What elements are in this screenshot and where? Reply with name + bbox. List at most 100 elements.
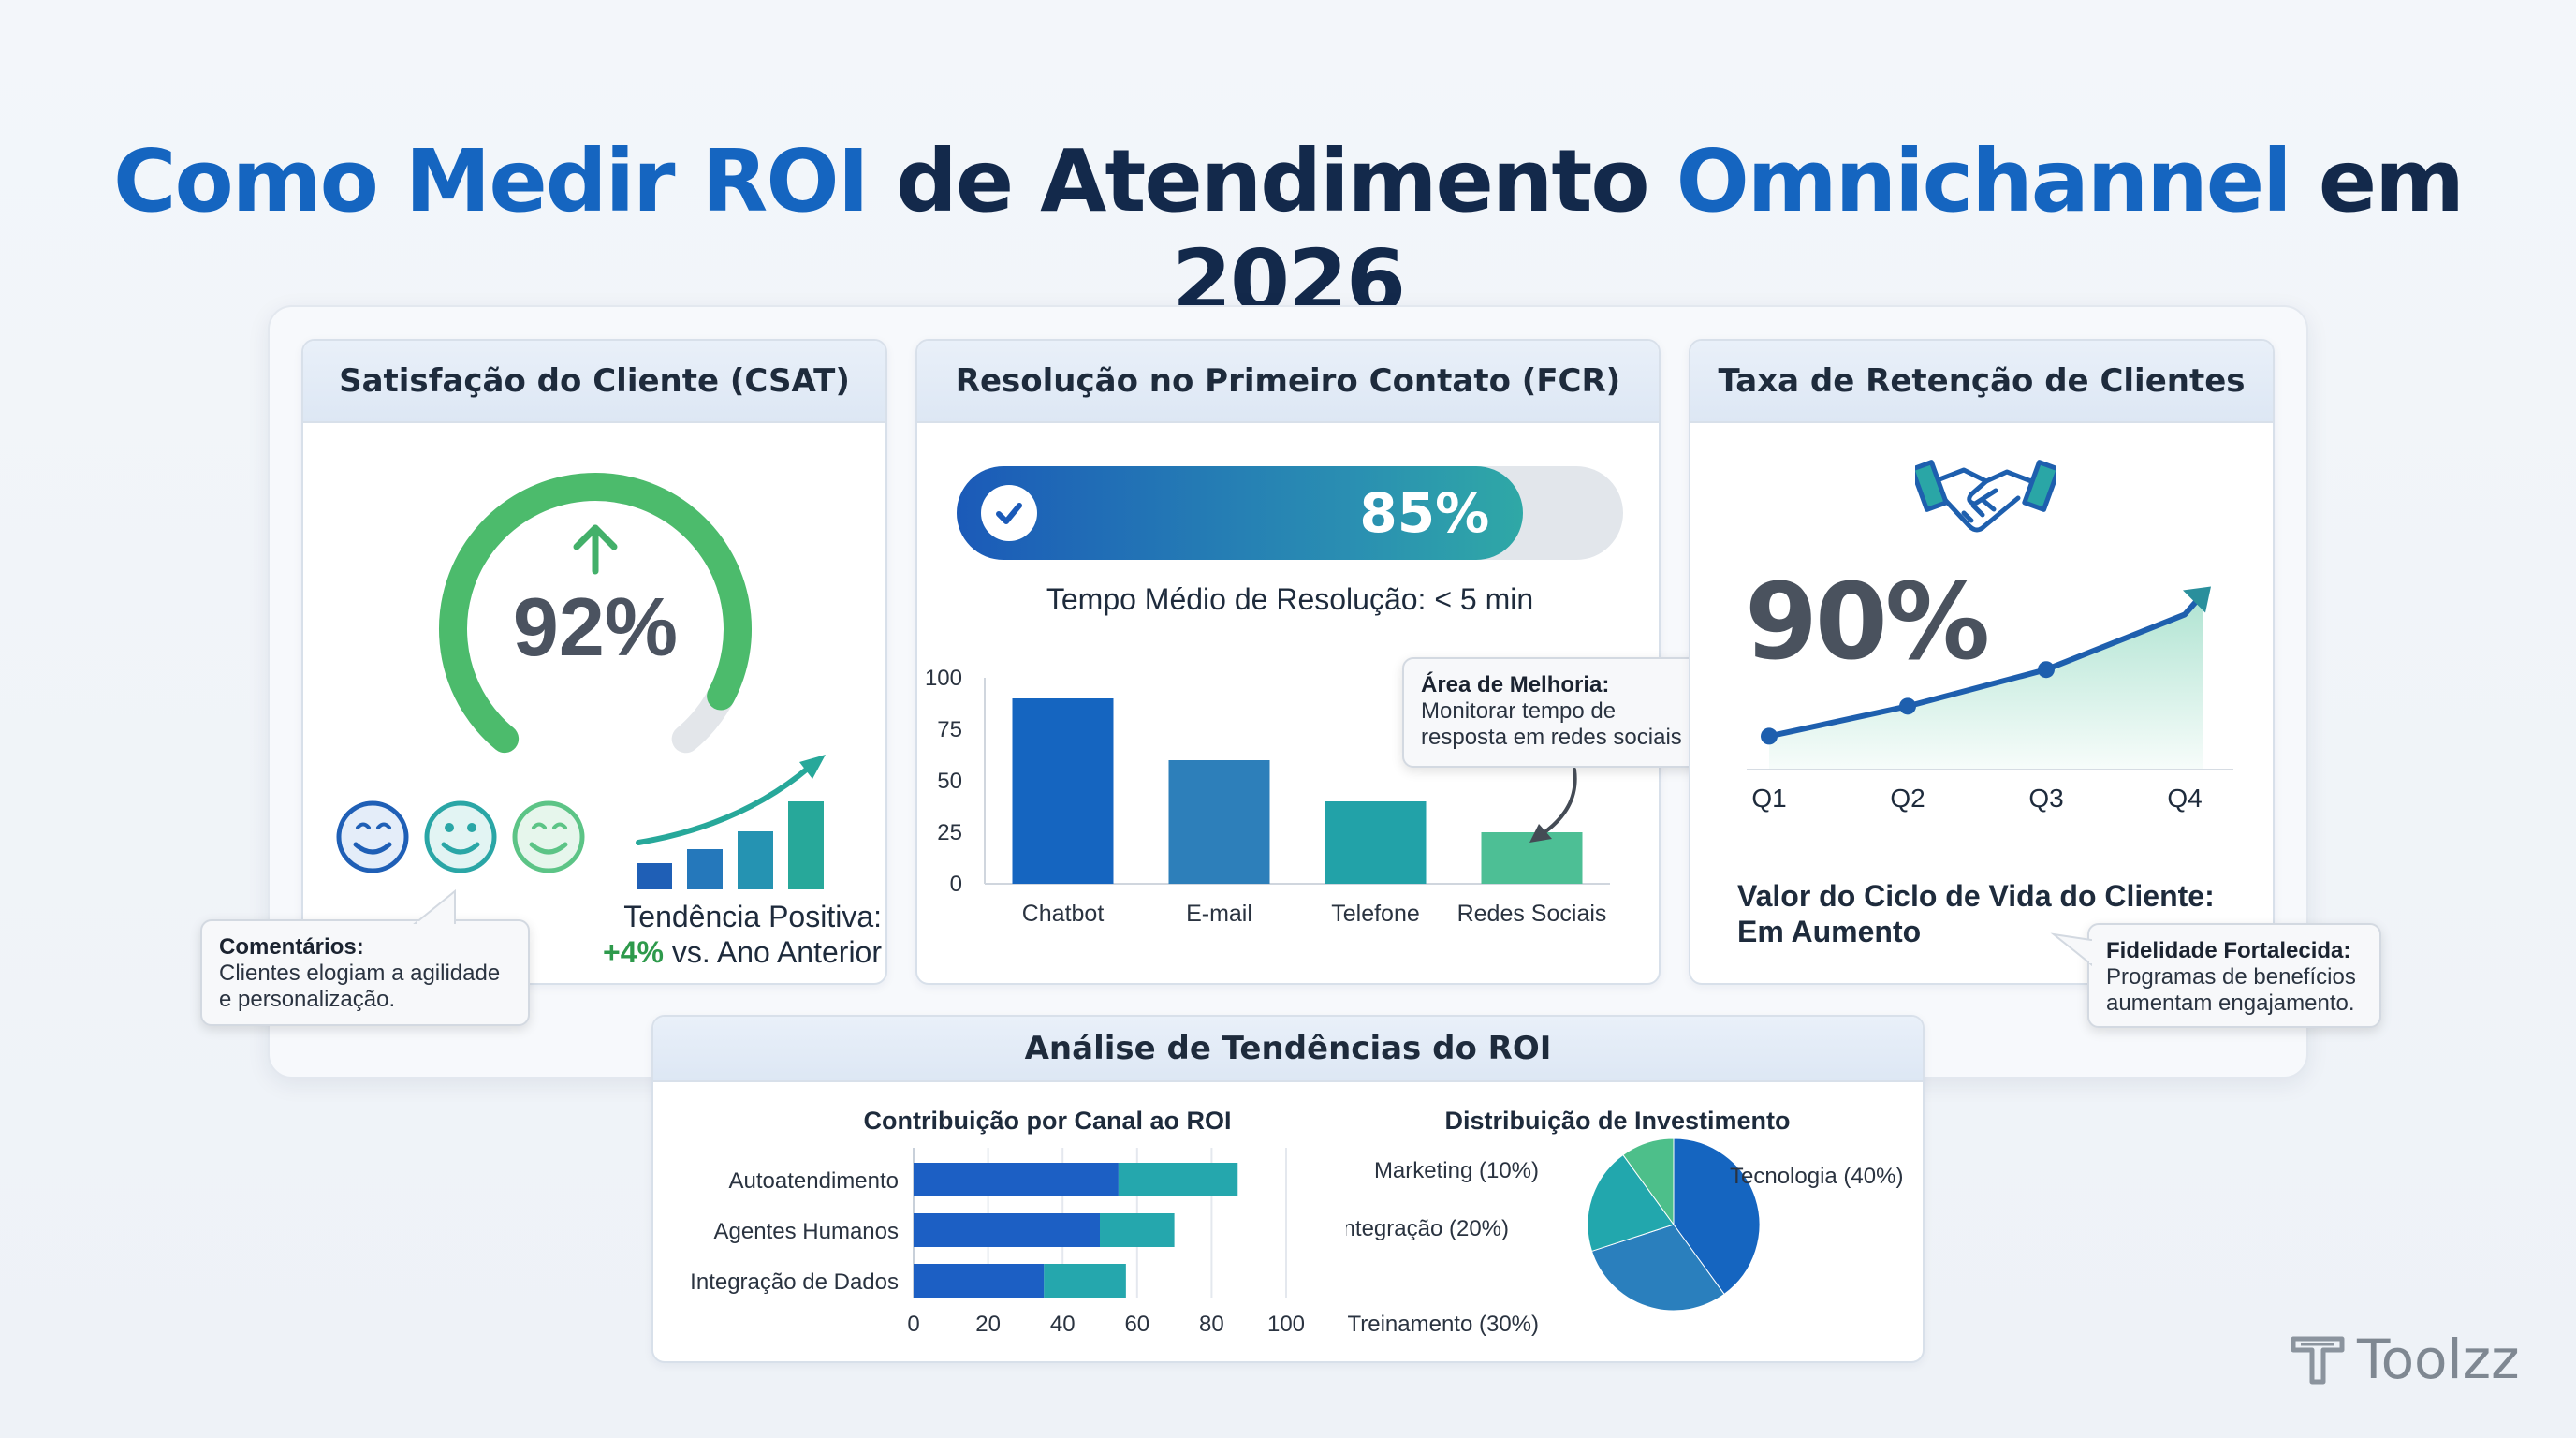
csat-value: 92% <box>513 580 678 673</box>
fcr-progress-fill: 85% <box>957 466 1524 560</box>
fcr-y-tick: 25 <box>937 820 962 845</box>
fcr-y-tick: 75 <box>937 717 962 742</box>
retention-ltv: Valor do Ciclo de Vida do Cliente: Em Au… <box>1737 878 2215 949</box>
toolzz-logo-icon <box>2291 1336 2345 1385</box>
retention-value: 90% <box>1745 562 1990 683</box>
fcr-card-header: Resolução no Primeiro Contato (FCR) <box>917 341 1659 423</box>
page-title: Como Medir ROI de Atendimento Omnichanne… <box>0 131 2576 331</box>
csat-trend-delta: +4% <box>603 935 664 969</box>
pie-slice <box>1622 1138 1675 1226</box>
retention-x-tick: Q2 <box>1890 784 1925 813</box>
smiley-icon <box>336 800 409 873</box>
retention-x-tick: Q1 <box>1751 784 1786 813</box>
csat-comment-title: Comentários: <box>219 934 364 960</box>
retention-point <box>1761 727 1778 745</box>
toolzz-logo-text: Toolzz <box>2357 1328 2520 1391</box>
channel-chart-title: Contribuição por Canal ao ROI <box>863 1107 1232 1135</box>
fcr-callout-title: Área de Melhoria: <box>1421 672 1610 697</box>
pie-slice <box>1587 1153 1675 1253</box>
pie-slice <box>1590 1224 1725 1312</box>
channel-x-tick: 80 <box>1199 1312 1224 1337</box>
retention-point <box>1899 697 1916 715</box>
fcr-callout-text2: resposta em redes sociais <box>1421 725 1682 750</box>
arrow-up-icon <box>573 524 618 575</box>
channel-bar-segment <box>1100 1213 1175 1247</box>
trend-bars-icon <box>636 755 826 889</box>
csat-trend: Tendência Positiva: +4% vs. Ano Anterior <box>584 899 882 970</box>
channel-bar-segment <box>914 1264 1045 1298</box>
retention-callout-pointer <box>2050 932 2093 967</box>
retention-area <box>1769 594 2203 770</box>
retention-point <box>2038 661 2055 679</box>
pie-label: Marketing (10%) <box>1374 1158 1539 1183</box>
retention-callout-text2: aumentam engajamento. <box>2106 990 2355 1016</box>
channel-label: Autoatendimento <box>729 1168 899 1194</box>
check-icon <box>981 485 1037 541</box>
investment-chart-title: Distribuição de Investimento <box>1444 1107 1791 1135</box>
channel-x-tick: 100 <box>1267 1312 1305 1337</box>
fcr-x-tick: Chatbot <box>1022 901 1105 927</box>
fcr-bar <box>1168 760 1270 884</box>
csat-trend-label: Tendência Positiva: <box>623 900 882 933</box>
fcr-y-tick: 100 <box>925 666 962 691</box>
csat-visual: 92% <box>336 473 826 889</box>
fcr-progress-label: 85% <box>1359 481 1490 545</box>
retention-arrowhead <box>2183 586 2211 613</box>
toolzz-logo: Toolzz <box>2288 1328 2520 1391</box>
fcr-avg-time: Tempo Médio de Resolução: < 5 min <box>1046 582 1534 616</box>
retention-line-chart: Q1 Q2 Q3 Q4 <box>1747 586 2233 813</box>
csat-gauge-arc <box>439 473 752 785</box>
csat-comment-callout: Comentários: Clientes elogiam a agilidad… <box>200 919 530 1026</box>
channel-x-tick: 0 <box>907 1312 919 1337</box>
pie-slice <box>1673 1138 1761 1296</box>
smiley-icon <box>424 800 497 873</box>
fcr-x-tick: Redes Sociais <box>1457 901 1607 927</box>
retention-card-header: Taxa de Retenção de Clientes <box>1690 341 2273 423</box>
channel-x-tick: 60 <box>1124 1312 1149 1337</box>
fcr-improvement-callout: Área de Melhoria: Monitorar tempo de res… <box>1402 657 1715 768</box>
title-part3: Omnichannel <box>1676 131 2292 231</box>
title-part1: Como Medir ROI <box>112 131 870 231</box>
channel-x-tick: 40 <box>1050 1312 1076 1337</box>
retention-ltv-line2: Em Aumento <box>1737 915 1922 948</box>
fcr-bar <box>1012 698 1114 884</box>
pie-label: Treinamento (30%) <box>1347 1312 1539 1337</box>
channel-x-tick: 20 <box>975 1312 1001 1337</box>
csat-card: Satisfação do Cliente (CSAT) 92% <box>301 339 887 985</box>
curved-arrow-icon <box>1530 768 1577 843</box>
csat-comment-text2: e personalização. <box>219 987 396 1012</box>
channel-label: Agentes Humanos <box>714 1219 899 1244</box>
handshake-icon <box>1915 460 2056 533</box>
csat-callout-pointer <box>413 888 456 925</box>
retention-card: Taxa de Retenção de Clientes 90% Q1 Q2 Q3 Q… <box>1689 339 2275 985</box>
pie-label: Integração (20%) <box>1346 1216 1509 1241</box>
title-part2: de Atendimento <box>867 131 1676 231</box>
fcr-x-tick: Telefone <box>1331 901 1420 927</box>
retention-x-tick: Q4 <box>2167 784 2202 813</box>
fcr-y-tick: 50 <box>937 769 962 794</box>
csat-trend-line: +4% vs. Ano Anterior <box>584 934 882 970</box>
fcr-bar <box>1325 801 1427 884</box>
investment-pie-chart: Tecnologia (40%) Treinamento (30%) Integra… <box>1346 1138 1903 1337</box>
channel-label: Integração de Dados <box>690 1269 899 1295</box>
csat-comment-text1: Clientes elogiam a agilidade <box>219 961 501 986</box>
channel-bar-segment <box>914 1163 1119 1196</box>
channel-bar-segment <box>1044 1264 1126 1298</box>
fcr-callout-text1: Monitorar tempo de <box>1421 698 1617 724</box>
trends-card: Análise de Tendências do ROI Contribuiçã… <box>651 1015 1925 1363</box>
channel-bar-chart: 0 20 40 60 80 100 Autoatendimento Agentes Human… <box>690 1148 1305 1337</box>
retention-ltv-line1: Valor do Ciclo de Vida do Cliente: <box>1737 879 2215 913</box>
fcr-progress-track: 85% <box>957 466 1623 560</box>
retention-callout-title: Fidelidade Fortalecida: <box>2106 938 2351 963</box>
csat-trend-rest: vs. Ano Anterior <box>663 935 882 969</box>
retention-callout-text1: Programas de benefícios <box>2106 964 2356 990</box>
fcr-x-tick: E-mail <box>1186 901 1252 927</box>
smiley-icon <box>512 800 585 873</box>
fcr-y-tick: 0 <box>950 872 962 897</box>
retention-callout: Fidelidade Fortalecida: Programas de ben… <box>2087 923 2381 1028</box>
retention-x-tick: Q3 <box>2028 784 2063 813</box>
trends-card-header: Análise de Tendências do ROI <box>653 1017 1923 1082</box>
pie-label: Tecnologia (40%) <box>1730 1164 1903 1189</box>
channel-bar-segment <box>914 1213 1100 1247</box>
csat-card-header: Satisfação do Cliente (CSAT) <box>303 341 886 423</box>
